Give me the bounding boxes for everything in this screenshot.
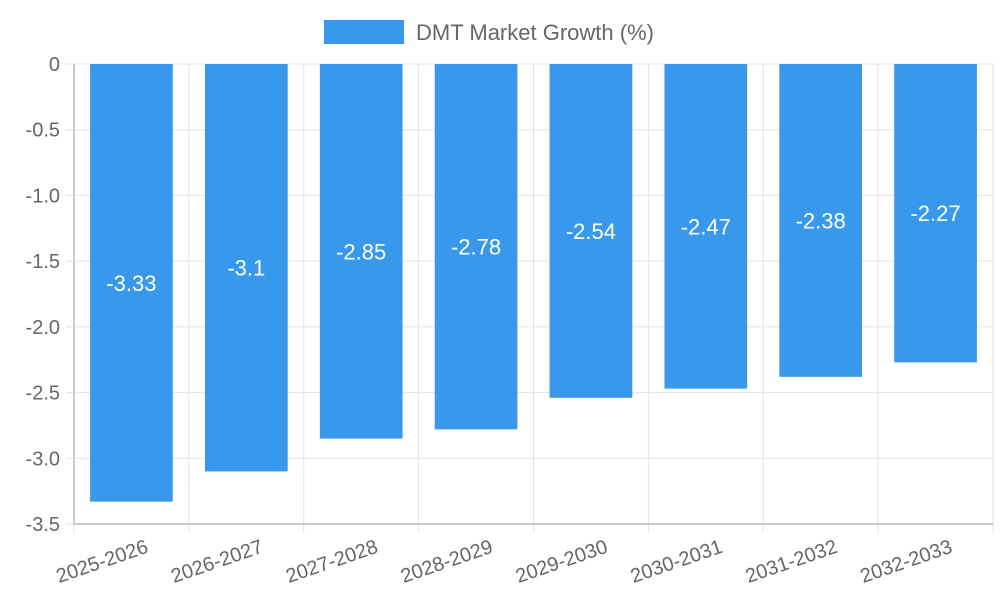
- bar-value-label: -3.33: [106, 271, 156, 296]
- bar-value-label: -2.54: [566, 219, 616, 244]
- bar-value-label: -2.47: [681, 214, 731, 239]
- x-tick-label: 2028-2029: [398, 536, 496, 588]
- y-tick-label: -2.5: [26, 383, 60, 405]
- y-tick-label: -2.0: [26, 317, 60, 339]
- bar[interactable]: [549, 64, 633, 398]
- y-tick-label: 0: [49, 54, 60, 76]
- legend-swatch: [324, 20, 404, 44]
- axes: [73, 64, 993, 525]
- x-tick-label: 2029-2030: [513, 536, 611, 588]
- bar-value-label: -2.38: [796, 208, 846, 233]
- legend-label: DMT Market Growth (%): [416, 20, 654, 45]
- x-tick-label: 2025-2026: [53, 536, 151, 588]
- x-tick-label: 2027-2028: [283, 536, 381, 588]
- y-tick-label: -0.5: [26, 120, 60, 142]
- bar-labels: -3.33 -3.1 -2.85 -2.78 -2.54 -2.47 -2.38 -2.27: [106, 201, 960, 296]
- bar-value-label: -2.27: [910, 201, 960, 226]
- bar[interactable]: [664, 64, 748, 389]
- x-tick-label: 2032-2033: [858, 536, 956, 588]
- bar[interactable]: [779, 64, 863, 377]
- x-tick-label: 2026-2027: [168, 536, 266, 588]
- bar-value-label: -2.85: [336, 239, 386, 264]
- bar[interactable]: [894, 64, 977, 363]
- y-tick-label: -1.0: [26, 185, 60, 207]
- y-tick-label: -3.5: [26, 514, 60, 536]
- y-tick-label: -1.5: [26, 251, 60, 273]
- bar[interactable]: [204, 64, 288, 472]
- bar-value-label: -2.78: [451, 235, 501, 260]
- y-axis-ticks: 0 -0.5 -1.0 -1.5 -2.0 -2.5 -3.0 -3.5: [26, 54, 74, 536]
- x-tick-label: 2031-2032: [743, 536, 841, 588]
- bar-value-label: -3.1: [227, 256, 265, 281]
- bar[interactable]: [434, 64, 518, 430]
- bar[interactable]: [90, 64, 173, 502]
- x-axis-ticks: 2025-2026 2026-2027 2027-2028 2028-2029 2029…: [53, 536, 955, 588]
- x-tick-label: 2030-2031: [628, 536, 726, 588]
- bars: [90, 64, 977, 502]
- legend[interactable]: DMT Market Growth (%): [324, 20, 654, 45]
- y-tick-label: -3.0: [26, 448, 60, 470]
- bar[interactable]: [319, 64, 403, 439]
